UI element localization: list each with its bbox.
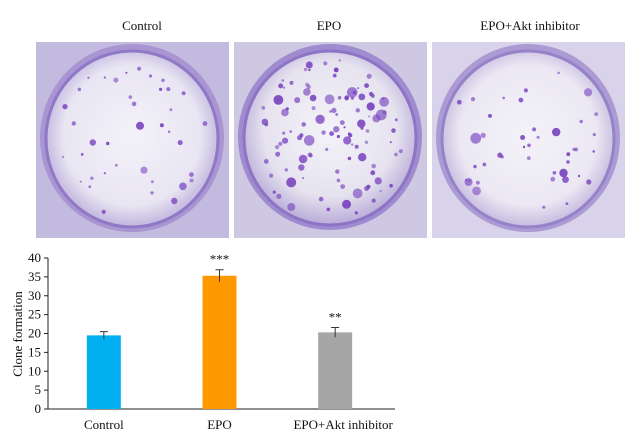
y-axis-ticks: 0 5 10 15 20 25 30 35 40 — [28, 250, 48, 416]
y-tick-label: 0 — [35, 401, 42, 416]
bar — [318, 332, 353, 409]
bar-series: ***** — [86, 252, 353, 409]
x-tick-label: EPO — [207, 417, 232, 432]
error-bar — [331, 326, 340, 338]
dish-label-epo: EPO — [316, 18, 342, 33]
y-tick-label: 35 — [28, 269, 41, 284]
error-bar — [99, 331, 108, 340]
y-tick-label: 30 — [28, 288, 41, 303]
x-axis-labels: Control EPO EPO+Akt inhibitor — [84, 417, 394, 432]
x-tick-label: EPO+Akt inhibitor — [293, 417, 393, 432]
significance-marker: ** — [329, 309, 342, 324]
y-tick-label: 20 — [28, 326, 41, 341]
x-tick-label: Control — [84, 417, 124, 432]
bar — [86, 335, 121, 409]
dish-label-epo-akt-inhibitor: EPO+Akt inhibitor — [480, 18, 580, 33]
y-tick-label: 15 — [28, 344, 41, 359]
dish-photo-epo-akt-inhibitor — [432, 42, 625, 238]
y-tick-label: 25 — [28, 307, 41, 322]
y-tick-label: 5 — [35, 382, 42, 397]
significance-marker: *** — [210, 252, 230, 267]
y-tick-label: 40 — [28, 250, 41, 265]
y-tick-label: 10 — [28, 363, 41, 378]
bar — [202, 275, 237, 409]
error-bar — [215, 269, 224, 282]
y-axis-label: Clone formation — [10, 291, 25, 377]
dish-label-control: Control — [122, 18, 162, 33]
dish-photo-control — [36, 42, 229, 238]
dish-photo-epo — [234, 42, 427, 238]
